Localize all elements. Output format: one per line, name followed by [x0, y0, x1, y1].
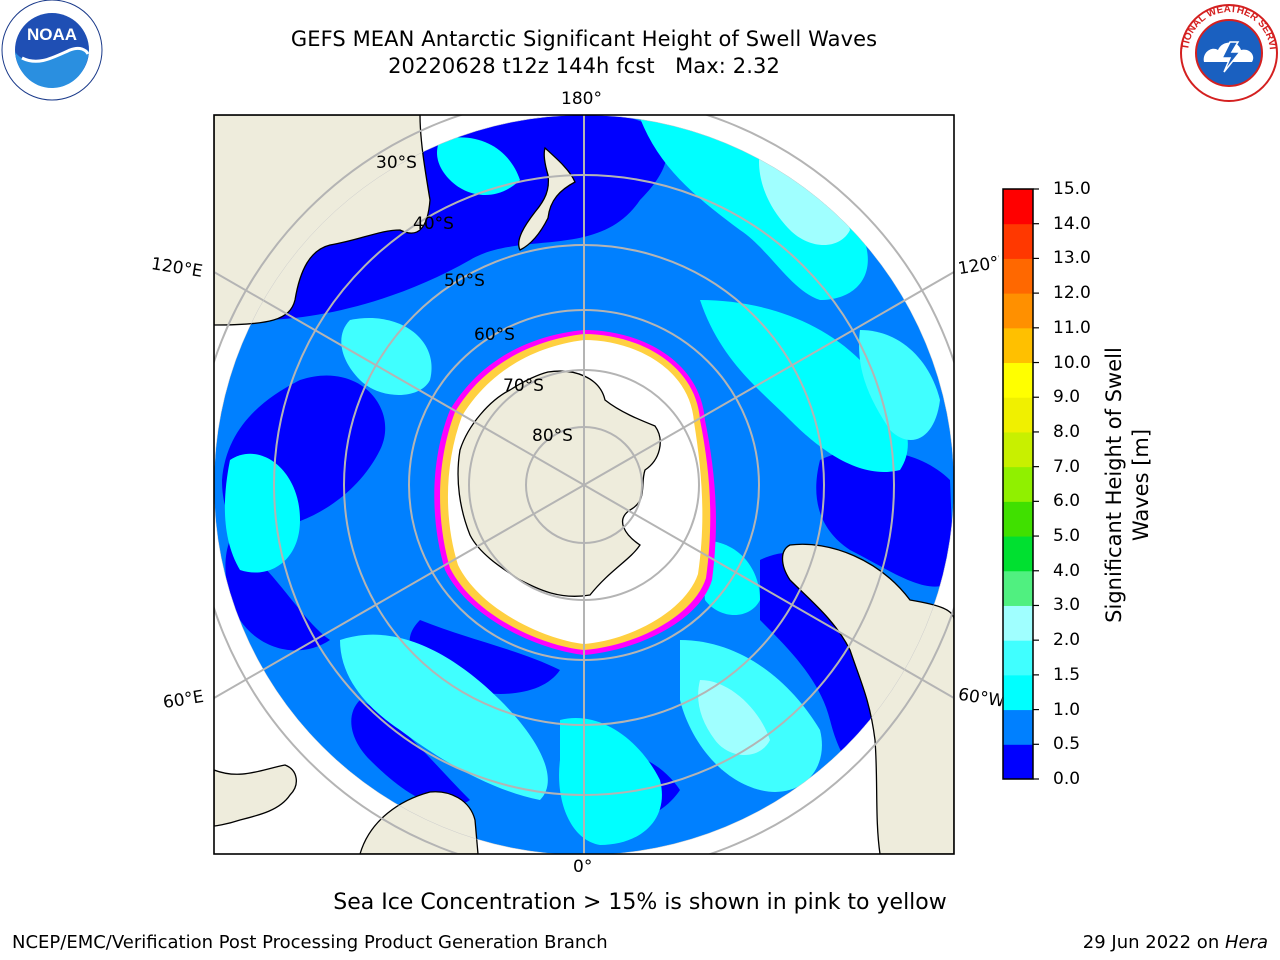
- colorbar-tick-label: 7.0: [1053, 456, 1081, 477]
- land-new-zealand: [518, 146, 576, 251]
- meridians: [214, 115, 954, 854]
- swell-band-high: [759, 150, 850, 245]
- nws-logo: NATIONAL WEATHER SERVICE: [1178, 2, 1278, 102]
- lon-label-0: 0°: [573, 857, 593, 877]
- lat-label-40s: 40°S: [413, 214, 454, 234]
- colorbar-tick-label: 0.0: [1053, 769, 1081, 789]
- map-subtitle: 20220628 t12z 144h fcst Max: 2.32: [388, 54, 780, 78]
- colorbar-tick-label: 13.0: [1053, 248, 1091, 269]
- colorbar-tick-label: 1.5: [1053, 664, 1081, 685]
- swell-band-mid: [700, 540, 760, 615]
- swell-band-high: [698, 680, 770, 755]
- swell-band-low: [351, 700, 470, 807]
- colorbar-tick-label: 3.0: [1053, 595, 1081, 616]
- colorbar-tick-label: 0.5: [1053, 734, 1081, 755]
- colorbar-tick-label: 14.0: [1053, 213, 1091, 234]
- colorbar-tick-label: 11.0: [1053, 317, 1091, 338]
- swell-band-mid: [340, 634, 548, 800]
- lat-label-70s: 70°S: [503, 376, 544, 396]
- colorbar-tick-label: 10.0: [1053, 352, 1091, 373]
- svg-text:NOAA: NOAA: [27, 25, 77, 44]
- lat-label-80s: 80°S: [532, 426, 573, 446]
- swell-band-mid: [341, 318, 432, 395]
- colorbar-tick-label: 6.0: [1053, 491, 1081, 512]
- credit-date: 29 Jun 2022 on Hera: [1082, 932, 1268, 953]
- lat-label-60s: 60°S: [474, 325, 515, 345]
- credit-machine: Hera: [1224, 932, 1268, 953]
- swell-band-mid: [859, 330, 940, 440]
- land-africa: [359, 791, 479, 854]
- colorbar-tick-label: 12.0: [1053, 283, 1091, 304]
- swell-band-mid: [700, 300, 908, 472]
- sea-ice-note: Sea Ice Concentration > 15% is shown in …: [333, 890, 947, 915]
- swell-band-low: [816, 449, 954, 587]
- lat-label-50s: 50°S: [444, 271, 485, 291]
- colorbar-tick-label: 9.0: [1053, 387, 1081, 408]
- colorbar-tick-label: 8.0: [1053, 421, 1081, 442]
- land-antarctica: [457, 370, 661, 597]
- lat-label-30s: 30°S: [376, 153, 417, 173]
- credit-branch: NCEP/EMC/Verification Post Processing Pr…: [12, 932, 608, 953]
- noaa-logo: NOAA: [1, 0, 103, 101]
- colorbar-tick-label: 5.0: [1053, 526, 1081, 547]
- map-title: GEFS MEAN Antarctic Significant Height o…: [290, 27, 878, 51]
- land-south-america: [781, 543, 954, 854]
- swell-band-mid: [640, 117, 868, 300]
- swell-band-mid: [224, 453, 300, 573]
- swell-band-mid: [437, 137, 520, 195]
- colorbar-tick-label: 1.0: [1053, 699, 1081, 720]
- colorbar-tick-label: 2.0: [1053, 630, 1081, 651]
- land-australia: [214, 115, 431, 326]
- colorbar-tick-label: 15.0: [1053, 179, 1091, 199]
- lon-label-180: 180°: [561, 89, 602, 109]
- land-madagascar: [214, 764, 297, 827]
- colorbar-tick-label: 4.0: [1053, 560, 1081, 581]
